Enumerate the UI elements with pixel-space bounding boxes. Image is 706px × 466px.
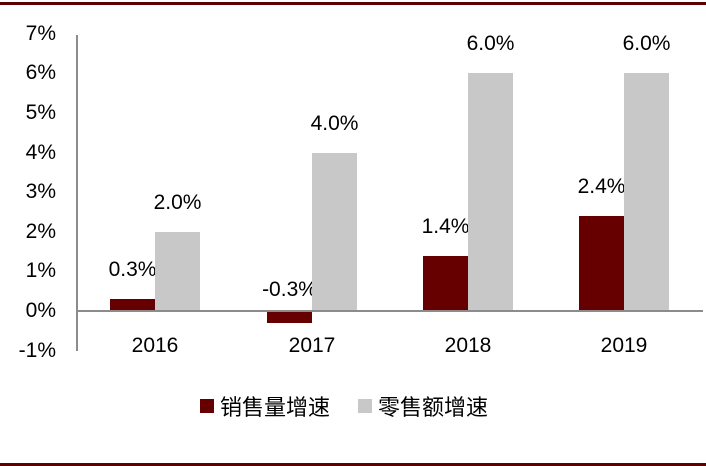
- data-label: 2.4%: [577, 174, 626, 198]
- legend-label-retail-sales: 零售额增速: [378, 396, 489, 421]
- legend-swatch-sales-volume: [200, 399, 214, 413]
- y-tick-label: 3%: [25, 180, 56, 204]
- y-tick-label: 6%: [25, 61, 56, 85]
- x-tick-label: 2019: [600, 334, 648, 357]
- bottom-border: [0, 463, 706, 466]
- data-label: 4.0%: [310, 111, 359, 135]
- data-label: 2.0%: [153, 190, 202, 214]
- top-border: [0, 2, 706, 5]
- legend-item-retail-sales: 零售额增速: [358, 390, 488, 422]
- bar-sales-volume-2017: [267, 311, 312, 323]
- x-axis-zero-line: [77, 310, 703, 312]
- y-tick-label: -1%: [18, 338, 56, 362]
- bar-sales-volume-2019: [579, 215, 624, 311]
- y-tick-label: 0%: [25, 299, 56, 322]
- legend-label-sales-volume: 销售量增速: [220, 396, 331, 421]
- x-tick-label: 2016: [131, 334, 179, 357]
- bar-sales-volume-2016: [110, 299, 155, 311]
- bar-retail-sales-2018: [468, 73, 513, 311]
- y-tick-label: 4%: [25, 140, 56, 164]
- y-tick-label: 1%: [25, 259, 56, 283]
- y-tick-label: 2%: [25, 219, 56, 243]
- y-tick-label: 7%: [25, 21, 56, 45]
- x-tick-label: 2018: [444, 334, 492, 357]
- legend: 销售量增速 零售额增速: [200, 390, 516, 422]
- data-label: 6.0%: [466, 32, 515, 56]
- y-tick-label: 5%: [25, 101, 56, 124]
- y-axis: [76, 35, 78, 351]
- data-label: 1.4%: [421, 214, 470, 238]
- data-label: 0.3%: [108, 258, 157, 282]
- bar-retail-sales-2016: [155, 231, 200, 311]
- x-tick-label: 2017: [288, 334, 336, 357]
- bar-retail-sales-2017: [312, 152, 357, 311]
- legend-swatch-retail-sales: [358, 399, 373, 413]
- bar-retail-sales-2019: [624, 73, 669, 311]
- data-label: -0.3%: [262, 278, 317, 301]
- data-label: 6.0%: [622, 32, 671, 56]
- bar-sales-volume-2018: [423, 255, 468, 311]
- legend-item-sales-volume: 销售量增速: [200, 390, 330, 422]
